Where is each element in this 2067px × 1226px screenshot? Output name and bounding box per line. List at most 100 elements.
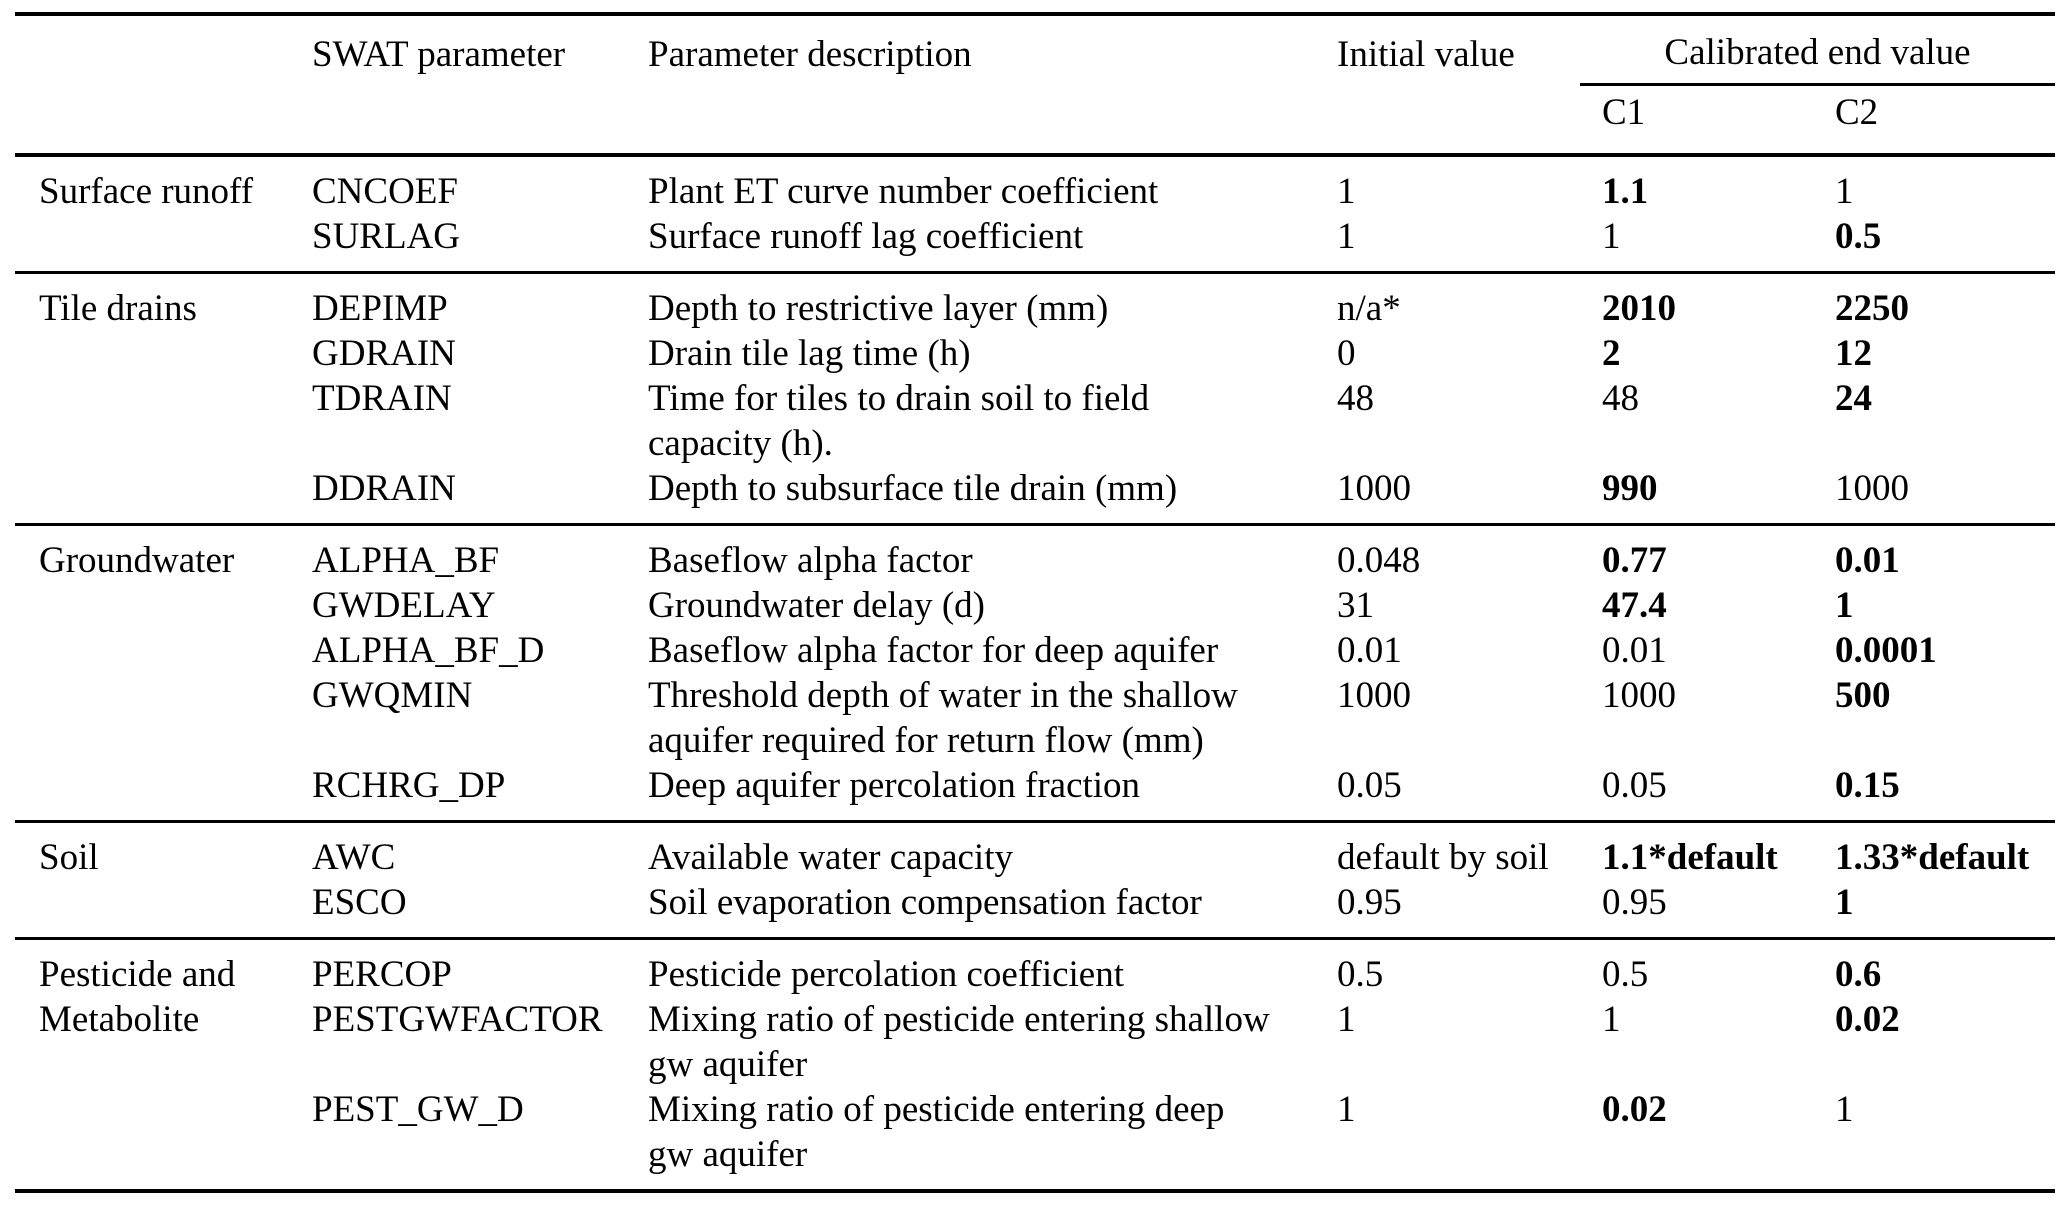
- table-row: PEST_GW_D Mixing ratio of pesticide ente…: [15, 1087, 2055, 1191]
- table-row: ESCO Soil evaporation compensation facto…: [15, 880, 2055, 939]
- c1-cell: 0.05: [1602, 765, 1667, 806]
- param-cell: TDRAIN: [312, 378, 452, 419]
- initial-cell: 0.048: [1337, 523, 1580, 583]
- table-row: PESTGWFACTOR Mixing ratio of pesticide e…: [15, 997, 2055, 1087]
- initial-cell: 1000: [1337, 468, 1411, 509]
- table-row: RCHRG_DP Deep aquifer percolation fracti…: [15, 763, 2055, 822]
- header-parameter-description: Parameter description: [648, 33, 972, 75]
- param-cell: AWC: [312, 820, 648, 880]
- section-soil: Soil AWC Available water capacity defaul…: [15, 820, 2055, 939]
- param-cell: ALPHA_BF: [312, 523, 648, 583]
- param-cell: ESCO: [312, 882, 407, 923]
- c2-cell: 0.5: [1835, 216, 1882, 257]
- param-cell: CNCOEF: [312, 153, 648, 214]
- param-cell: GWQMIN: [312, 675, 473, 716]
- c2-cell: 12: [1835, 333, 1872, 374]
- c1-cell: 47.4: [1602, 585, 1667, 626]
- c1-cell: 0.95: [1602, 882, 1667, 923]
- param-cell: ALPHA_BF_D: [312, 630, 545, 671]
- initial-cell: 1000: [1337, 675, 1411, 716]
- initial-cell: n/a*: [1337, 271, 1580, 331]
- c2-cell: 1: [1835, 882, 1854, 923]
- header-group-empty: [15, 14, 312, 85]
- c1-cell: 48: [1602, 378, 1639, 419]
- header-row-1: SWAT parameter Parameter description Ini…: [15, 14, 2055, 86]
- table-row: GDRAIN Drain tile lag time (h) 0 2 12: [15, 331, 2055, 376]
- initial-cell: 0.95: [1337, 882, 1402, 923]
- param-cell: PEST_GW_D: [312, 1089, 524, 1130]
- table-header: SWAT parameter Parameter description Ini…: [15, 14, 2055, 157]
- header-swat-parameter: SWAT parameter: [312, 33, 566, 75]
- c1-cell: 1000: [1602, 675, 1676, 716]
- desc-cell: Pesticide percolation coefficient: [648, 937, 1337, 997]
- initial-cell: 0.05: [1337, 765, 1402, 806]
- header-calibrated-end-value: Calibrated end value: [1580, 14, 2055, 86]
- c1-cell: 0.01: [1602, 630, 1667, 671]
- table-row: TDRAIN Time for tiles to drain soil to f…: [15, 376, 2055, 466]
- table-row: GWDELAY Groundwater delay (d) 31 47.4 1: [15, 583, 2055, 628]
- section-pesticide-metabolite: Pesticide and Metabolite PERCOP Pesticid…: [15, 937, 2055, 1191]
- desc-cell: Drain tile lag time (h): [648, 333, 971, 374]
- desc-cell: Threshold depth of water in the shallow …: [648, 675, 1238, 761]
- initial-cell: 1: [1337, 153, 1580, 214]
- initial-cell: 0.01: [1337, 630, 1402, 671]
- section-surface-runoff: Surface runoff CNCOEF Plant ET curve num…: [15, 153, 2055, 273]
- table-row: Surface runoff CNCOEF Plant ET curve num…: [15, 153, 2055, 273]
- section-groundwater: Groundwater ALPHA_BF Baseflow alpha fact…: [15, 523, 2055, 822]
- param-cell: DEPIMP: [312, 271, 648, 331]
- c1-cell: 2: [1602, 333, 1621, 374]
- param-cell: PESTGWFACTOR: [312, 999, 603, 1040]
- header-c1: C1: [1580, 84, 1835, 157]
- c1-cell: 1.1*default: [1580, 820, 1835, 880]
- desc-cell: Mixing ratio of pesticide entering deep …: [648, 1089, 1225, 1175]
- table-row: DDRAIN Depth to subsurface tile drain (m…: [15, 466, 2055, 525]
- initial-cell: 1: [1337, 216, 1356, 257]
- initial-cell: default by soil: [1337, 820, 1580, 880]
- c2-cell: 0.15: [1835, 765, 1900, 806]
- table-row: Pesticide and Metabolite PERCOP Pesticid…: [15, 937, 2055, 1191]
- desc-cell: Baseflow alpha factor: [648, 523, 1337, 583]
- table-row: ALPHA_BF_D Baseflow alpha factor for dee…: [15, 628, 2055, 673]
- initial-cell: 48: [1337, 378, 1374, 419]
- table-row: SURLAG Surface runoff lag coefficient 1 …: [15, 214, 2055, 273]
- desc-cell: Plant ET curve number coefficient: [648, 153, 1337, 214]
- c1-cell: 2010: [1580, 271, 1835, 331]
- c2-cell: 0.0001: [1835, 630, 1937, 671]
- c1-cell: 1: [1602, 216, 1621, 257]
- desc-cell: Depth to subsurface tile drain (mm): [648, 468, 1178, 509]
- table-row: Soil AWC Available water capacity defaul…: [15, 820, 2055, 939]
- c2-cell: 1: [1835, 1089, 1854, 1130]
- swat-parameters-table: SWAT parameter Parameter description Ini…: [15, 12, 2055, 1193]
- initial-cell: 0.5: [1337, 937, 1580, 997]
- header-c2: C2: [1835, 84, 2055, 157]
- c2-cell: 0.02: [1835, 999, 1900, 1040]
- group-label: Tile drains: [15, 271, 312, 525]
- table-row: Tile drains DEPIMP Depth to restrictive …: [15, 271, 2055, 525]
- param-cell: PERCOP: [312, 937, 648, 997]
- c2-cell: 1: [1835, 585, 1854, 626]
- c2-cell: 24: [1835, 378, 1872, 419]
- desc-cell: Surface runoff lag coefficient: [648, 216, 1084, 257]
- desc-cell: Depth to restrictive layer (mm): [648, 271, 1337, 331]
- c2-cell: 1: [1835, 153, 2055, 214]
- param-cell: GWDELAY: [312, 585, 496, 626]
- c2-cell: 0.01: [1835, 523, 2055, 583]
- initial-cell: 0: [1337, 333, 1356, 374]
- desc-cell: Available water capacity: [648, 820, 1337, 880]
- table-row: GWQMIN Threshold depth of water in the s…: [15, 673, 2055, 763]
- desc-cell: Baseflow alpha factor for deep aquifer: [648, 630, 1219, 671]
- initial-cell: 1: [1337, 999, 1356, 1040]
- c2-cell: 2250: [1835, 271, 2055, 331]
- header-row-2: C1 C2: [15, 84, 2055, 157]
- c2-cell: 1.33*default: [1835, 820, 2055, 880]
- c1-cell: 0.77: [1580, 523, 1835, 583]
- desc-cell: Deep aquifer percolation fraction: [648, 765, 1141, 806]
- table-row: Groundwater ALPHA_BF Baseflow alpha fact…: [15, 523, 2055, 822]
- c2-cell: 1000: [1835, 468, 1909, 509]
- desc-cell: Soil evaporation compensation factor: [648, 882, 1202, 923]
- initial-cell: 31: [1337, 585, 1374, 626]
- section-tile-drains: Tile drains DEPIMP Depth to restrictive …: [15, 271, 2055, 525]
- param-cell: GDRAIN: [312, 333, 456, 374]
- initial-cell: 1: [1337, 1089, 1356, 1130]
